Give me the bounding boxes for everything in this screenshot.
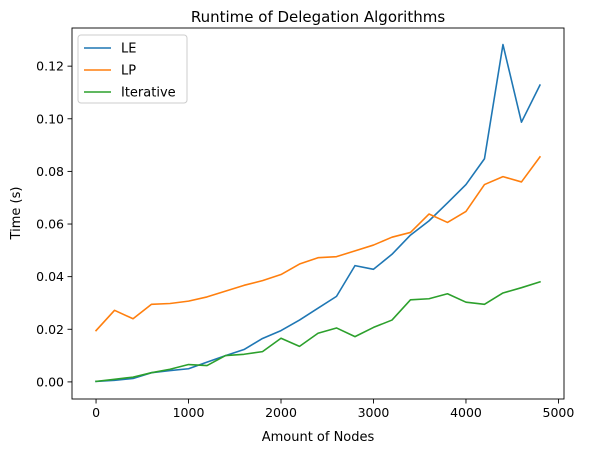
y-tick-label: 0.04: [36, 269, 64, 284]
y-tick-label: 0.00: [36, 374, 64, 389]
x-tick-label: 3000: [358, 405, 390, 420]
x-axis-label: Amount of Nodes: [262, 430, 375, 445]
y-tick-label: 0.08: [36, 164, 64, 179]
plot-frame: [71, 27, 565, 400]
y-tick-label: 0.10: [36, 111, 64, 126]
y-tick-label: 0.02: [36, 322, 64, 337]
x-tick-label: 0: [92, 405, 100, 420]
legend-box: [77, 34, 188, 104]
x-tick-label: 5000: [543, 405, 575, 420]
x-tick-label: 4000: [450, 405, 482, 420]
x-axis-ticks: 0 1000 2000 3000 4000 5000: [92, 399, 574, 420]
series-line-iterative: [95, 280, 541, 383]
x-tick-label: 2000: [265, 405, 297, 420]
legend-label-lp: LP: [121, 64, 136, 79]
y-tick-label: 0.12: [36, 59, 64, 74]
y-axis-ticks: 0.00 0.02 0.04 0.06 0.08 0.10 0.12: [36, 59, 72, 389]
plot-area: [94, 43, 542, 383]
legend: LE LP Iterative: [77, 34, 188, 104]
y-tick-label: 0.06: [36, 217, 64, 232]
chart-title: Runtime of Delegation Algorithms: [191, 8, 445, 26]
series-line-lp: [94, 155, 542, 332]
legend-label-le: LE: [121, 42, 136, 57]
x-tick-label: 1000: [173, 405, 205, 420]
legend-label-iterative: Iterative: [121, 86, 176, 101]
series-line-le: [95, 43, 542, 383]
y-axis-label: Time (s): [9, 187, 24, 241]
